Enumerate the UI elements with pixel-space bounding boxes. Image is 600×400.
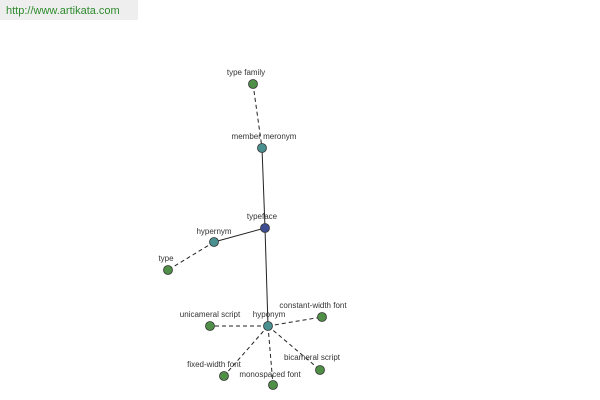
edge xyxy=(264,227,269,327)
edge xyxy=(267,325,274,386)
node-label: bicameral script xyxy=(284,353,341,362)
edge xyxy=(252,83,263,149)
node[interactable] xyxy=(317,312,327,322)
node[interactable] xyxy=(205,321,215,331)
edge xyxy=(267,325,321,371)
node[interactable] xyxy=(248,79,258,89)
node[interactable] xyxy=(263,321,273,331)
node[interactable] xyxy=(219,371,229,381)
node[interactable] xyxy=(257,143,267,153)
node[interactable] xyxy=(268,380,278,390)
node-label: typeface xyxy=(247,212,278,221)
node-label: fixed-width font xyxy=(187,360,242,369)
site-url[interactable]: http://www.artikata.com xyxy=(0,0,138,20)
edge xyxy=(267,316,323,327)
node-label: monospaced font xyxy=(239,370,301,379)
node-label: hypernym xyxy=(196,227,231,236)
node-label: type family xyxy=(227,68,265,77)
node[interactable] xyxy=(260,223,270,233)
node[interactable] xyxy=(209,237,219,247)
edge xyxy=(261,147,266,229)
edge xyxy=(213,227,266,243)
node[interactable] xyxy=(163,265,173,275)
node-label: type xyxy=(158,254,174,263)
node-label: hyponym xyxy=(253,310,286,319)
node-label: member meronym xyxy=(232,132,297,141)
node-label: constant-width font xyxy=(279,301,347,310)
edge xyxy=(167,241,215,271)
node-label: unicameral script xyxy=(180,310,241,319)
node[interactable] xyxy=(315,365,325,375)
